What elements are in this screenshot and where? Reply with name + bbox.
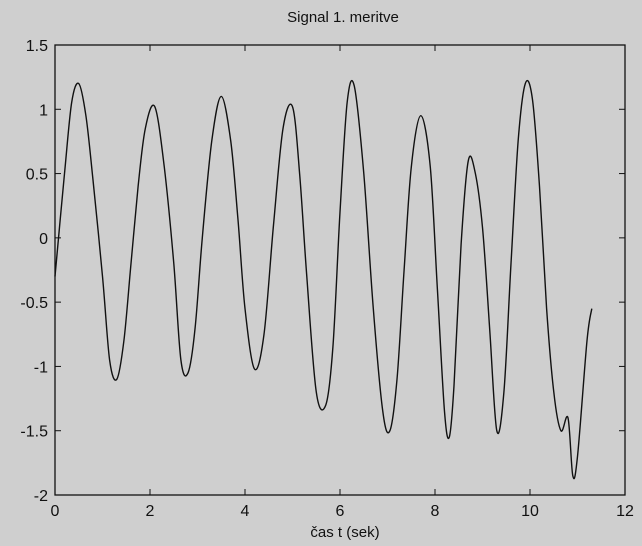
chart-title: Signal 1. meritve (287, 9, 399, 26)
y-tick-label: -1 (34, 359, 48, 376)
x-tick-label: 12 (616, 503, 634, 520)
y-tick-label: 1 (39, 102, 48, 119)
x-tick-label: 2 (146, 503, 155, 520)
y-tick-label: -2 (34, 488, 48, 505)
signal-series-line (54, 79, 593, 480)
y-axis: 1.5 1 0.5 0 -0.5 -1 -1.5 -2 (20, 38, 625, 505)
y-tick-label: -0.5 (20, 295, 48, 312)
x-axis-label: čas t (sek) (310, 524, 379, 541)
x-tick-label: 4 (241, 503, 250, 520)
x-tick-label: 8 (431, 503, 440, 520)
y-tick-label: 1.5 (26, 38, 48, 55)
x-tick-label: 10 (521, 503, 539, 520)
y-tick-label: -1.5 (20, 424, 48, 441)
x-tick-label: 0 (51, 503, 60, 520)
plot-area-frame (54, 44, 626, 496)
y-tick-label: 0.5 (26, 167, 48, 184)
x-axis: 0 2 4 6 8 10 12 (51, 45, 634, 520)
y-tick-label: 0 (39, 231, 48, 248)
x-tick-label: 6 (336, 503, 345, 520)
